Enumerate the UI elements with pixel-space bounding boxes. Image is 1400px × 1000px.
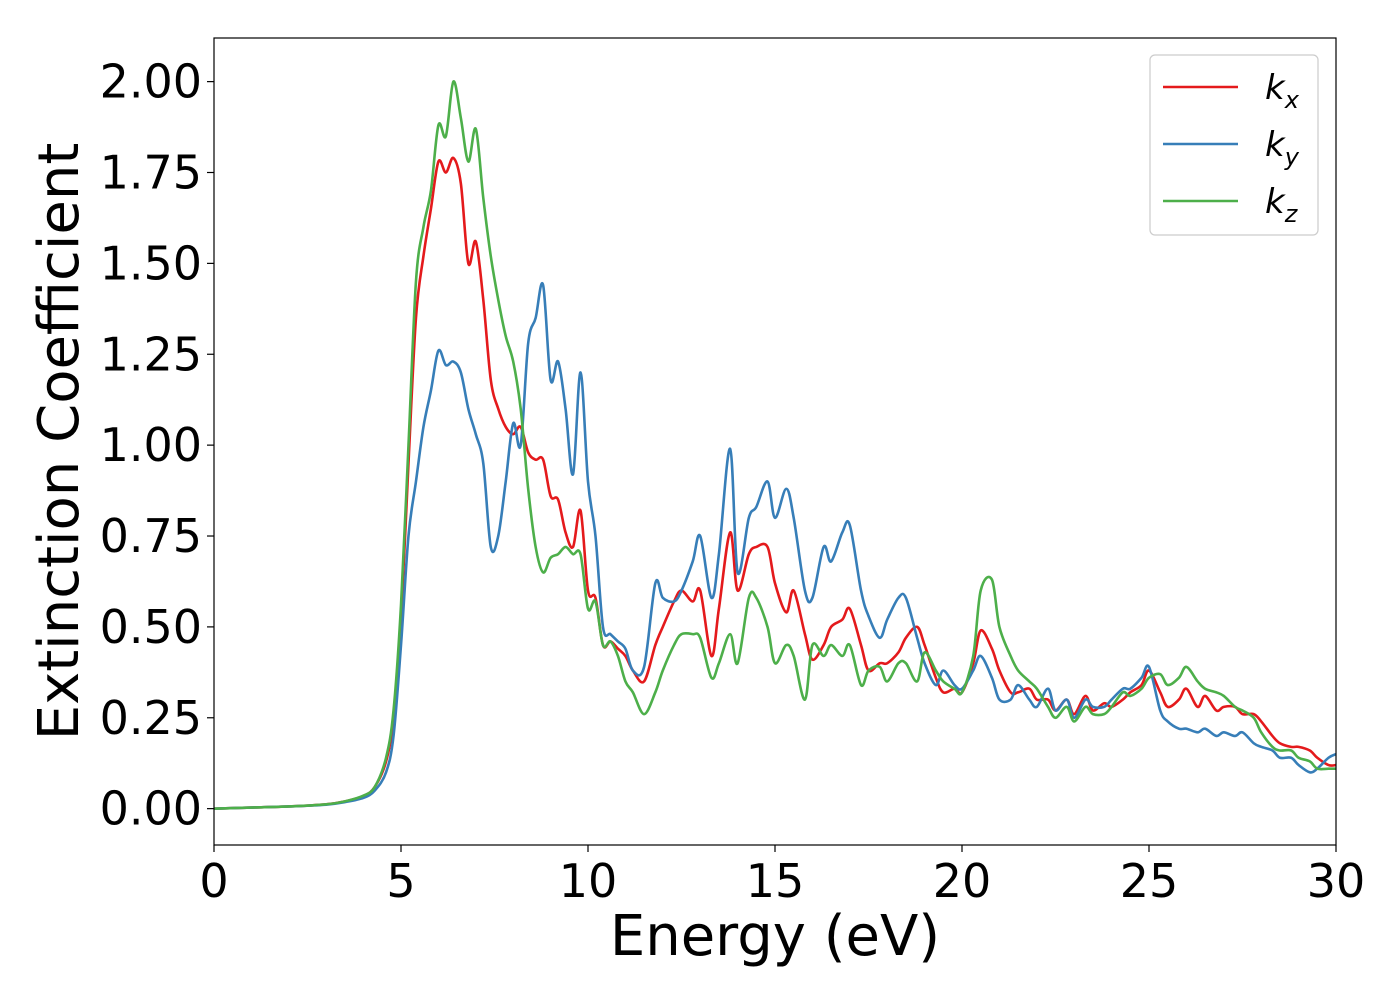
y-tick-label: 0.25 bbox=[100, 691, 202, 745]
legend-label-x: kx bbox=[1265, 68, 1300, 114]
y-tick-label: 1.50 bbox=[100, 236, 202, 290]
x-tick-label: 25 bbox=[1120, 854, 1179, 908]
y-tick-label: 2.00 bbox=[100, 55, 202, 109]
x-axis-ticks: 0 5 10 15 20 25 30 bbox=[199, 845, 1365, 908]
y-tick-label: 1.00 bbox=[100, 418, 202, 472]
y-tick-label: 0.75 bbox=[100, 509, 202, 563]
y-tick-label: 1.75 bbox=[100, 146, 202, 200]
y-tick-label: 0.00 bbox=[100, 782, 202, 836]
x-tick-label: 20 bbox=[933, 854, 992, 908]
x-tick-label: 5 bbox=[386, 854, 415, 908]
legend-label-y: ky bbox=[1265, 125, 1300, 171]
legend-label-z: kz bbox=[1265, 182, 1299, 228]
x-tick-label: 15 bbox=[746, 854, 805, 908]
x-tick-label: 30 bbox=[1307, 854, 1366, 908]
x-tick-label: 0 bbox=[199, 854, 228, 908]
series-line-y bbox=[214, 281, 1336, 810]
legend: kx ky kz bbox=[1149, 54, 1319, 236]
series-line-x bbox=[214, 156, 1336, 810]
series-layer bbox=[214, 80, 1336, 810]
y-tick-label: 0.50 bbox=[100, 600, 202, 654]
x-tick-label: 10 bbox=[559, 854, 618, 908]
y-axis-ticks: 0.00 0.25 0.50 0.75 1.00 1.25 1.50 1.75 2.00 bbox=[100, 55, 214, 836]
series-line-z bbox=[214, 80, 1336, 810]
y-tick-label: 1.25 bbox=[100, 327, 202, 381]
x-axis-title: Energy (eV) bbox=[610, 904, 940, 969]
y-axis-title: Extinction Coefficient bbox=[27, 143, 92, 741]
